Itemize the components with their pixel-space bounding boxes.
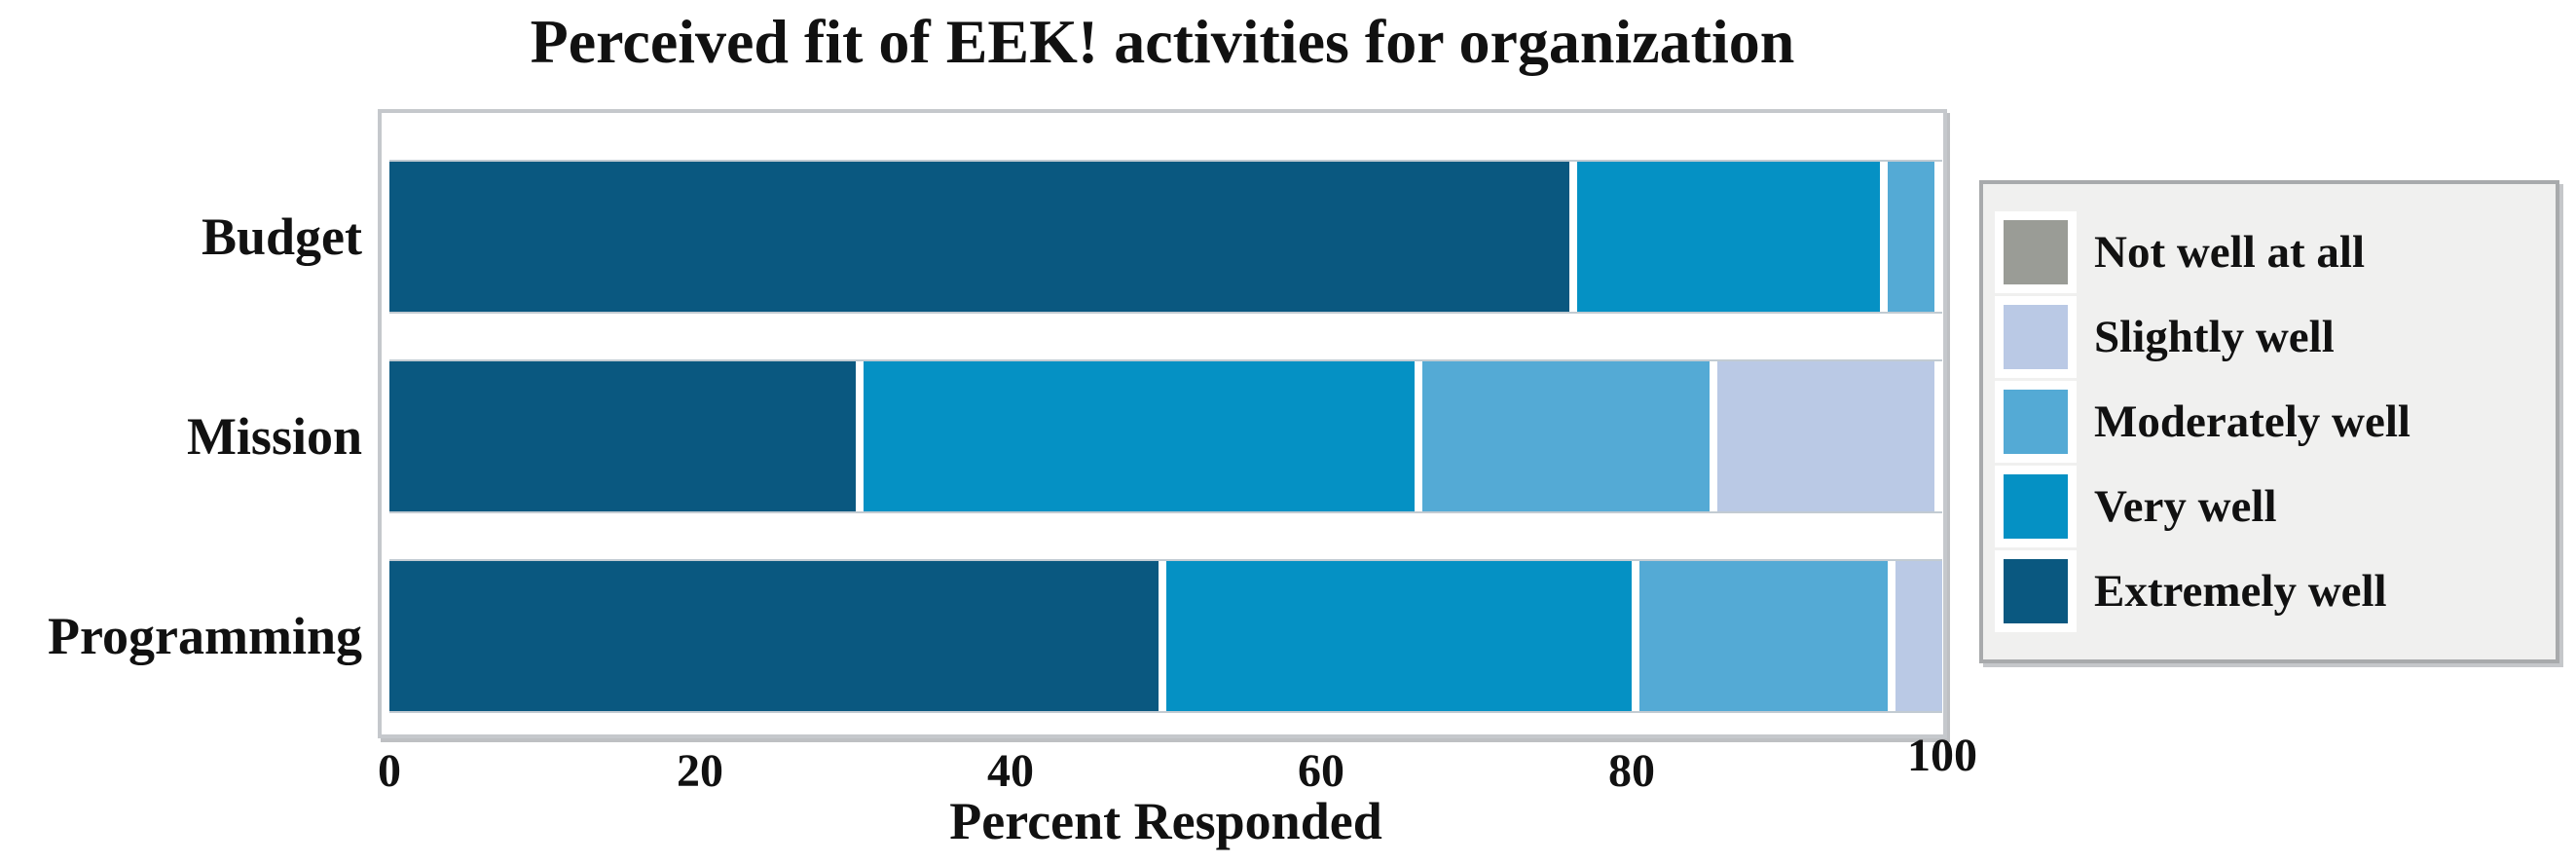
x-axis-title: Percent Responded xyxy=(949,792,1382,850)
bar-row-mission xyxy=(389,361,1942,511)
x-tick-label: 40 xyxy=(987,745,1034,797)
legend-swatch-extremely-well xyxy=(2004,559,2068,623)
legend-box: Not well at all Slightly well Moderately w… xyxy=(1979,180,2559,663)
legend-label: Extremely well xyxy=(2094,566,2387,617)
bar-segment-extremely-well xyxy=(389,361,856,511)
legend-swatch-not-well-at-all xyxy=(2004,220,2068,284)
legend-swatch-slightly-well xyxy=(2004,305,2068,369)
legend-key xyxy=(1995,466,2077,547)
legend-key xyxy=(1995,550,2077,632)
bar-segment-extremely-well xyxy=(389,561,1159,711)
legend-label: Very well xyxy=(2094,481,2277,532)
legend-key xyxy=(1995,296,2077,378)
bar-segment-slightly-well xyxy=(1888,561,1942,711)
chart-title: Perceived fit of EEK! activities for org… xyxy=(530,7,1795,76)
y-category-label: Mission xyxy=(186,407,362,466)
x-tick-label: 20 xyxy=(677,745,723,797)
x-tick-label: 80 xyxy=(1608,745,1655,797)
legend-item: Slightly well xyxy=(1995,295,2556,380)
bar-row-programming xyxy=(389,561,1942,711)
x-tick-label: 100 xyxy=(1907,730,1977,781)
legend-key xyxy=(1995,211,2077,293)
bar-segment-very-well xyxy=(1158,561,1632,711)
bar-segment-slightly-well xyxy=(1709,361,1935,511)
legend-swatch-moderately-well xyxy=(2004,390,2068,454)
legend-label: Not well at all xyxy=(2094,227,2366,278)
legend-item: Extremely well xyxy=(1995,549,2556,634)
legend-swatch-very-well xyxy=(2004,474,2068,539)
bar-row-budget xyxy=(389,162,1942,312)
bar-segment-extremely-well xyxy=(389,162,1570,312)
y-category-label: Programming xyxy=(48,607,362,665)
x-tick-label: 0 xyxy=(378,745,401,797)
legend-key xyxy=(1995,381,2077,463)
bar-segment-moderately-well xyxy=(1632,561,1889,711)
x-tick-label: 60 xyxy=(1298,745,1344,797)
y-category-label: Budget xyxy=(201,207,362,266)
legend-label: Moderately well xyxy=(2094,396,2410,447)
bar-segment-very-well xyxy=(855,361,1415,511)
bar-segment-moderately-well xyxy=(1880,162,1934,312)
legend-item: Very well xyxy=(1995,465,2556,549)
bar-segment-moderately-well xyxy=(1414,361,1710,511)
legend-label: Slightly well xyxy=(2094,312,2335,362)
legend-item: Not well at all xyxy=(1995,210,2556,295)
legend-item: Moderately well xyxy=(1995,380,2556,465)
bar-segment-very-well xyxy=(1569,162,1881,312)
legend-items: Not well at all Slightly well Moderately w… xyxy=(1995,210,2556,634)
